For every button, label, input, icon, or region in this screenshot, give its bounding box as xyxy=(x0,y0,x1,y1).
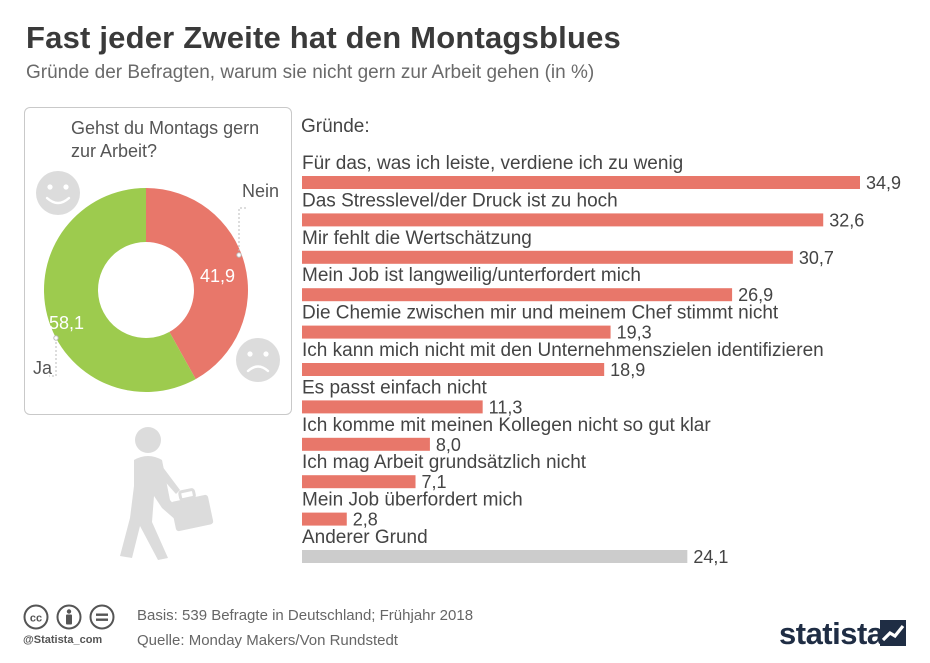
donut-slice-ja xyxy=(44,188,196,393)
bar xyxy=(302,550,688,563)
bar xyxy=(302,213,824,227)
donut-question: Gehst du Montags gern zur Arbeit? xyxy=(71,118,260,161)
bar-category-label: Es passt einfach nicht xyxy=(302,377,488,398)
bar xyxy=(302,288,733,302)
bar-value-label: 30,7 xyxy=(799,248,834,268)
happy-face-icon xyxy=(36,171,80,215)
statista-logo-text: statista xyxy=(779,616,884,651)
donut-category-nein: Nein xyxy=(242,181,279,201)
creative-commons-icon: cc xyxy=(23,604,49,630)
walking-person-icon xyxy=(120,427,214,560)
no-derivatives-icon xyxy=(89,604,115,630)
footer-basis: Basis: 539 Befragte in Deutschland; Früh… xyxy=(137,607,474,624)
bar-value-label: 2,8 xyxy=(353,510,378,530)
bar-category-label: Das Stresslevel/der Druck ist zu hoch xyxy=(302,190,618,211)
bar-category-label: Ich kann mich nicht mit den Unternehmens… xyxy=(302,340,824,361)
bar-value-label: 11,3 xyxy=(489,397,523,417)
leader-line-nein xyxy=(236,207,246,258)
page-subtitle: Gründe der Befragten, warum sie nicht ge… xyxy=(26,62,595,83)
svg-text:cc: cc xyxy=(30,613,42,625)
bar xyxy=(302,512,347,526)
statista-logo-icon xyxy=(880,620,906,646)
leader-line-ja xyxy=(49,335,59,377)
bar xyxy=(302,250,793,264)
bar xyxy=(302,437,430,451)
attribution-icon xyxy=(56,604,82,630)
bar-value-label: 19,3 xyxy=(617,323,652,343)
bar-category-label: Ich komme mit meinen Kollegen nicht so g… xyxy=(302,415,711,436)
bar-value-label: 18,9 xyxy=(610,360,645,380)
donut-value-ja: 58,1 xyxy=(49,313,84,333)
sad-face-icon xyxy=(236,338,280,382)
bar-category-label: Für das, was ich leiste, verdiene ich zu… xyxy=(302,153,683,174)
bar-value-label: 7,1 xyxy=(422,472,447,492)
donut-value-nein: 41,9 xyxy=(200,266,235,286)
bar-category-label: Anderer Grund xyxy=(302,527,428,548)
bar-category-label: Mein Job ist langweilig/unterfordert mic… xyxy=(302,265,641,286)
bar xyxy=(302,363,605,376)
bar xyxy=(302,176,860,189)
page-title: Fast jeder Zweite hat den Montagsblues xyxy=(26,20,621,55)
bar-value-label: 24,1 xyxy=(693,547,728,567)
bar-value-label: 8,0 xyxy=(436,435,461,455)
bar-value-label: 26,9 xyxy=(738,285,773,305)
bar-category-label: Mein Job überfordert mich xyxy=(302,490,523,511)
bar xyxy=(302,475,416,489)
bar-category-label: Ich mag Arbeit grundsätzlich nicht xyxy=(302,452,587,473)
bar-category-label: Mir fehlt die Wertschätzung xyxy=(302,228,532,249)
donut-slice-nein xyxy=(146,188,249,380)
donut-category-ja: Ja xyxy=(33,358,53,378)
bar xyxy=(302,400,483,414)
bars-heading: Gründe: xyxy=(301,116,370,137)
bar-value-label: 32,6 xyxy=(829,210,864,230)
footer-source: Quelle: Monday Makers/Von Rundstedt xyxy=(137,632,398,649)
footer-handle: @Statista_com xyxy=(23,634,103,646)
bar-value-label: 34,9 xyxy=(866,173,901,193)
license-icons: cc xyxy=(23,604,115,630)
bar xyxy=(302,325,611,339)
bar-category-label: Die Chemie zwischen mir und meinem Chef … xyxy=(302,303,779,324)
